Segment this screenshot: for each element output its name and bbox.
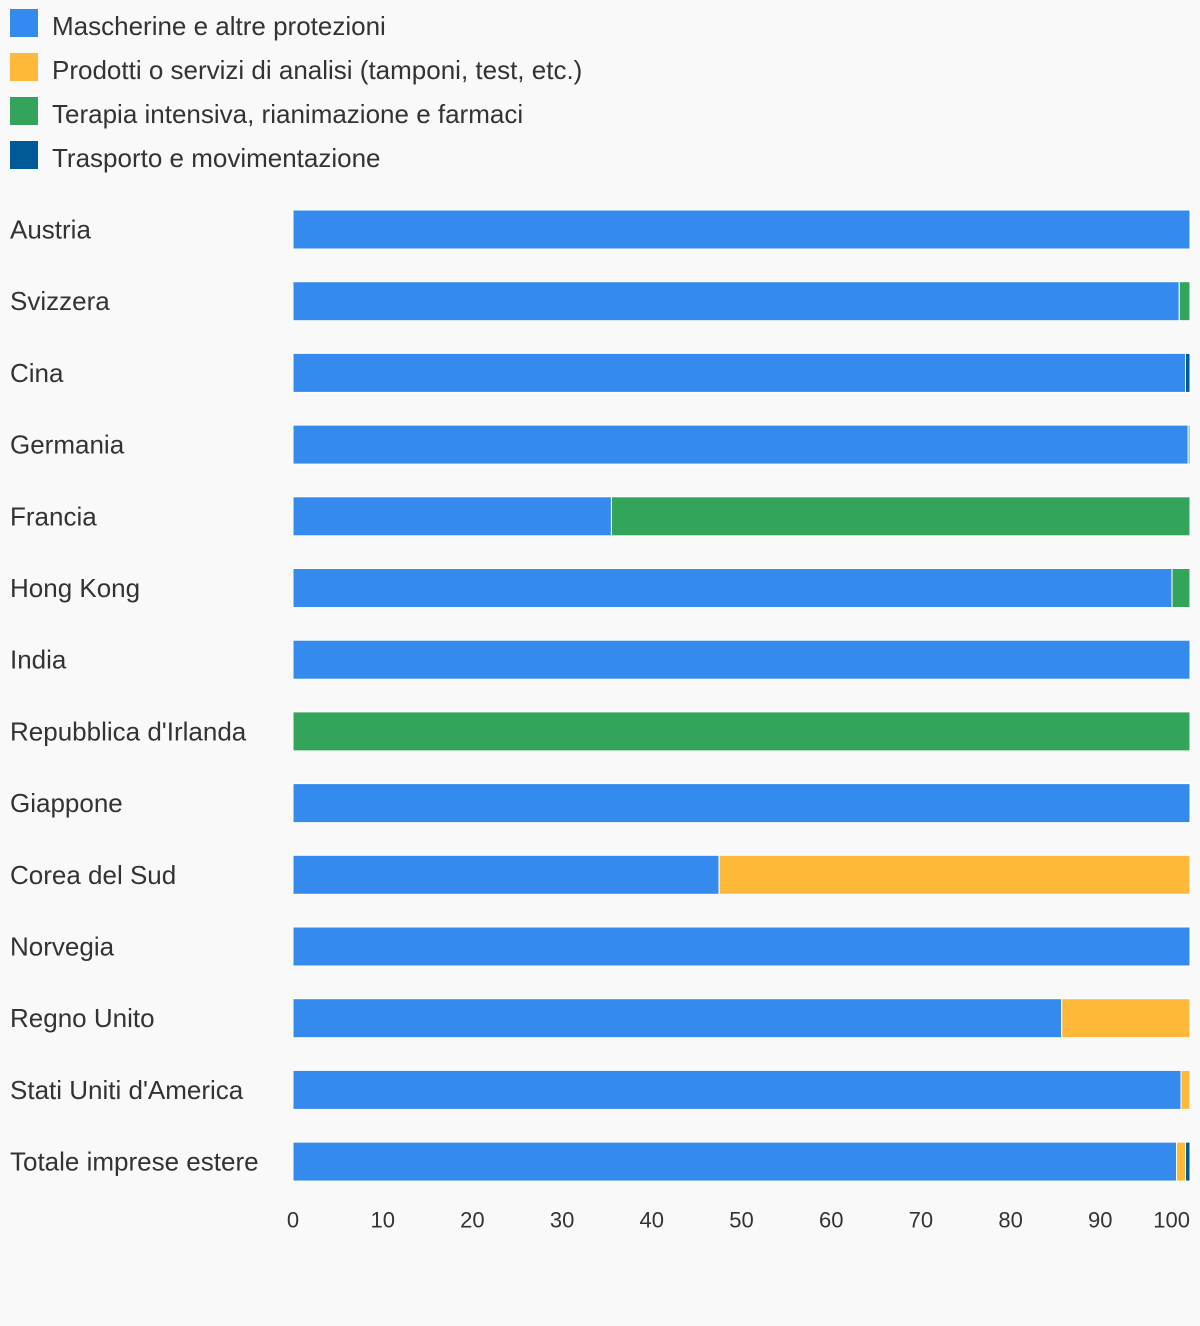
bar-stati-uniti-d-america-mascherine-e-altre-prote[interactable] xyxy=(292,1069,1182,1110)
x-tick-label-70: 70 xyxy=(909,1208,933,1233)
category-label-francia: Francia xyxy=(10,501,97,531)
bar-corea-del-sud-prodotti-o-servizi-di-an[interactable] xyxy=(718,854,1191,895)
bar-totale-imprese-estere-prodotti-o-servizi-di-an[interactable] xyxy=(1176,1141,1187,1182)
bar-cina-mascherine-e-altre-prote[interactable] xyxy=(292,352,1187,393)
x-tick-label-20: 20 xyxy=(460,1208,484,1233)
category-label-norvegia: Norvegia xyxy=(10,932,115,962)
x-tick-label-40: 40 xyxy=(640,1208,664,1233)
category-label-cina: Cina xyxy=(10,358,64,388)
x-tick-label-30: 30 xyxy=(550,1208,574,1233)
x-tick-label-90: 90 xyxy=(1088,1208,1112,1233)
x-tick-label-100: 100 xyxy=(1153,1208,1190,1233)
bar-regno-unito-mascherine-e-altre-prote[interactable] xyxy=(292,998,1063,1039)
legend-label-terapia: Terapia intensiva, rianimazione e farmac… xyxy=(52,99,524,129)
category-label-austria: Austria xyxy=(10,215,91,245)
x-tick-label-50: 50 xyxy=(729,1208,753,1233)
legend-label-mascherine: Mascherine e altre protezioni xyxy=(52,11,386,41)
category-label-repubblica-d-irlanda: Repubblica d'Irlanda xyxy=(10,716,247,746)
legend-label-analisi: Prodotti o servizi di analisi (tamponi, … xyxy=(52,55,583,85)
bar-austria-mascherine-e-altre-prote[interactable] xyxy=(292,209,1191,250)
category-label-germania: Germania xyxy=(10,430,125,460)
category-label-regno-unito: Regno Unito xyxy=(10,1003,155,1033)
legend-swatch-trasporto xyxy=(10,141,38,169)
bar-regno-unito-prodotti-o-servizi-di-an[interactable] xyxy=(1061,998,1191,1039)
bar-hong-kong-terapia-intensiva-rianim[interactable] xyxy=(1171,568,1191,608)
bar-india-mascherine-e-altre-prote[interactable] xyxy=(292,639,1191,680)
category-label-giappone: Giappone xyxy=(10,788,123,818)
bar-hong-kong-mascherine-e-altre-prote[interactable] xyxy=(292,568,1173,608)
legend-swatch-terapia xyxy=(10,97,38,125)
x-tick-label-60: 60 xyxy=(819,1208,843,1233)
bar-stati-uniti-d-america-prodotti-o-servizi-di-an[interactable] xyxy=(1180,1069,1191,1110)
category-label-corea-del-sud: Corea del Sud xyxy=(10,860,176,890)
bar-giappone-mascherine-e-altre-prote[interactable] xyxy=(292,783,1191,824)
category-label-totale-imprese-estere: Totale imprese estere xyxy=(10,1147,259,1177)
category-label-svizzera: Svizzera xyxy=(10,286,110,316)
bar-cina-trasporto-e-movimentazio[interactable] xyxy=(1185,352,1191,393)
legend-swatch-mascherine xyxy=(10,9,38,37)
x-tick-label-80: 80 xyxy=(998,1208,1022,1233)
bar-francia-mascherine-e-altre-prote[interactable] xyxy=(292,496,612,537)
category-label-stati-uniti-d-america: Stati Uniti d'America xyxy=(10,1075,244,1105)
bar-germania-mascherine-e-altre-prote[interactable] xyxy=(292,424,1189,465)
bar-svizzera-mascherine-e-altre-prote[interactable] xyxy=(292,281,1180,322)
bar-totale-imprese-estere-trasporto-e-movimentazio[interactable] xyxy=(1185,1141,1191,1182)
bar-repubblica-d-irlanda-terapia-intensiva-rianim[interactable] xyxy=(292,711,1191,752)
bar-svizzera-terapia-intensiva-rianim[interactable] xyxy=(1178,281,1191,322)
legend-label-trasporto: Trasporto e movimentazione xyxy=(52,143,381,173)
x-tick-label-10: 10 xyxy=(370,1208,394,1233)
bar-totale-imprese-estere-mascherine-e-altre-prote[interactable] xyxy=(292,1141,1178,1182)
legend-swatch-analisi xyxy=(10,53,38,81)
category-label-india: India xyxy=(10,645,67,675)
bar-germania-terapia-intensiva-rianim[interactable] xyxy=(1187,424,1191,465)
category-label-hong-kong: Hong Kong xyxy=(10,573,140,603)
x-tick-label-0: 0 xyxy=(287,1208,299,1233)
bar-norvegia-mascherine-e-altre-prote[interactable] xyxy=(292,926,1191,967)
bar-francia-terapia-intensiva-rianim[interactable] xyxy=(610,496,1191,537)
bar-corea-del-sud-mascherine-e-altre-prote[interactable] xyxy=(292,854,720,895)
